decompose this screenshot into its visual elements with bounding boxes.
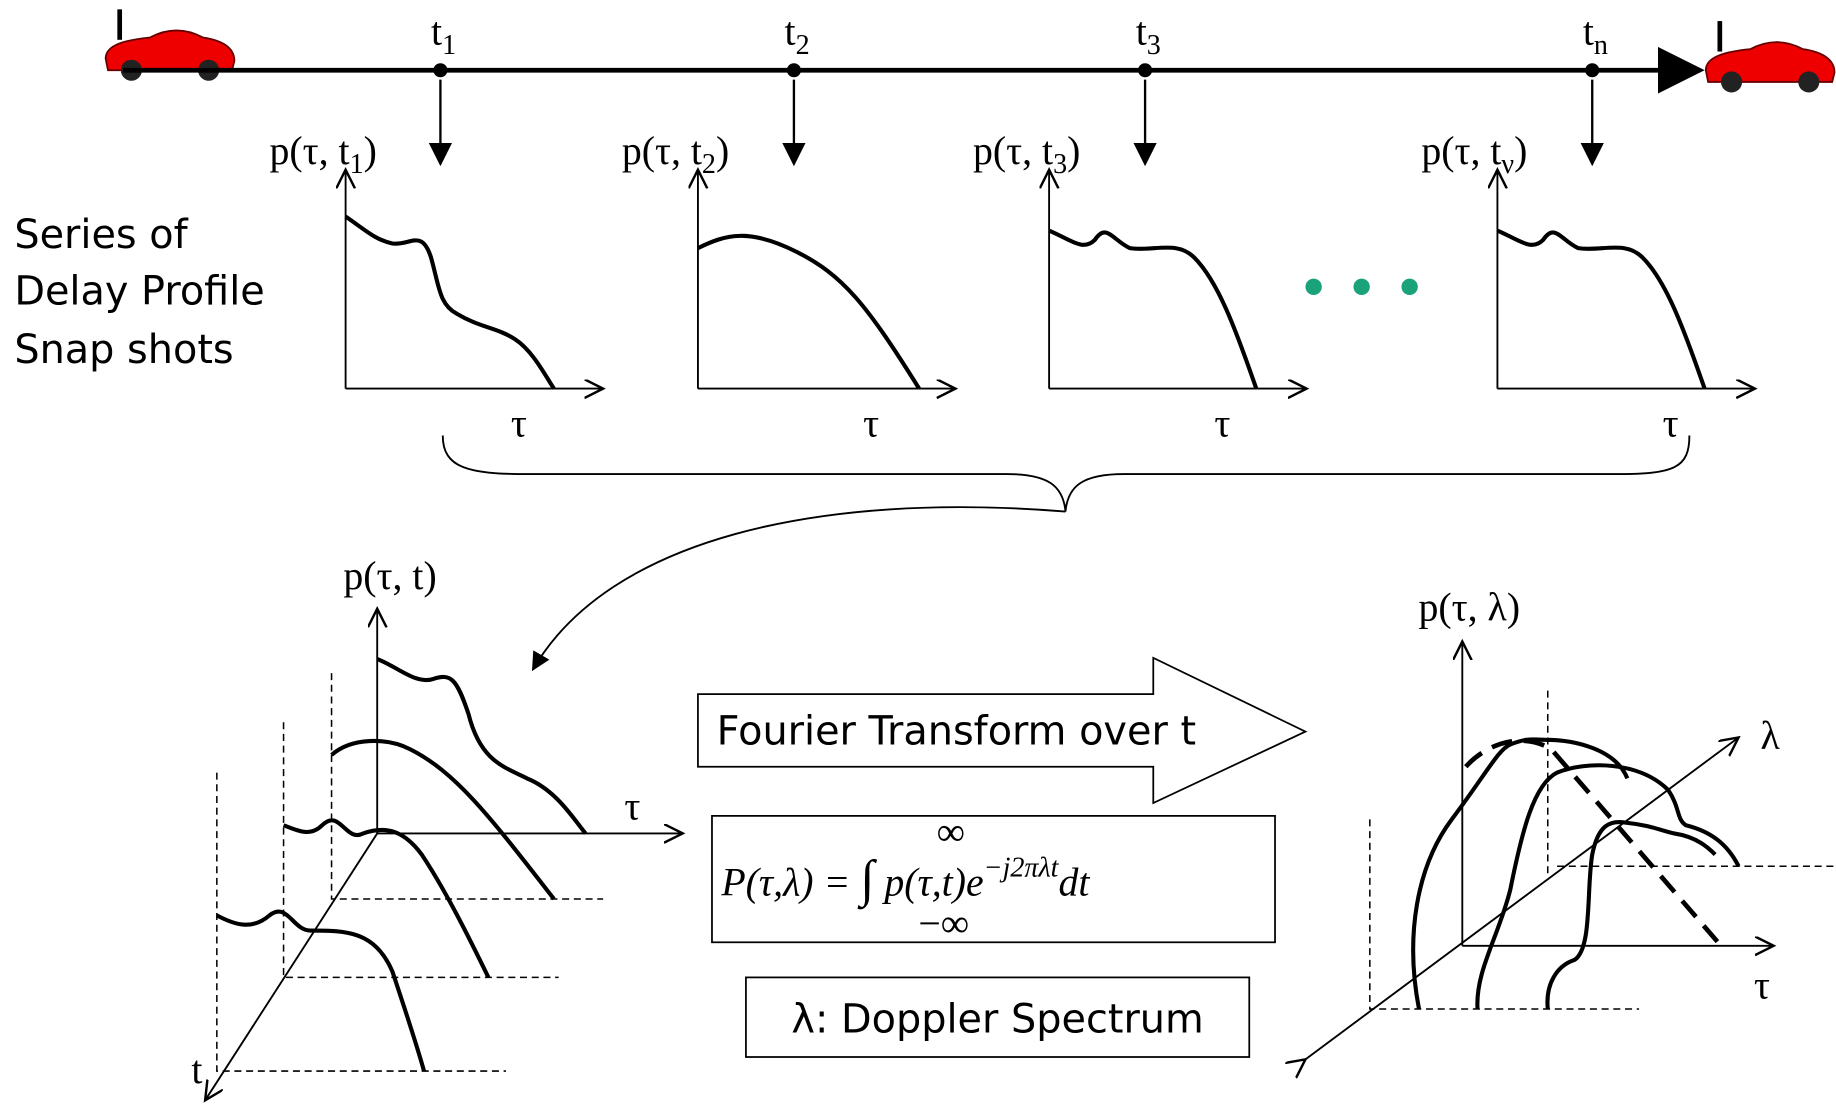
curve xyxy=(1545,819,1717,1010)
note-box xyxy=(745,976,1251,1058)
curve xyxy=(282,818,491,979)
axis-label: τ xyxy=(1754,963,1770,1007)
time-label: tn xyxy=(1583,9,1608,60)
profile-label: p(τ, t1) xyxy=(270,129,377,180)
curved-arrow xyxy=(531,506,1066,672)
axis-label: τ xyxy=(1214,402,1230,446)
axis-label: t xyxy=(191,1048,202,1092)
axis xyxy=(205,832,378,1100)
time-sub: 3 xyxy=(1147,30,1161,61)
time-base: t xyxy=(1136,9,1147,53)
fourier-arrow: Fourier Transform over t xyxy=(697,656,1308,805)
curve xyxy=(1496,228,1707,390)
integral: ∫ xyxy=(857,850,877,909)
guide xyxy=(1369,690,1836,1010)
profile-label: p(τ, t2) xyxy=(622,129,729,180)
curve xyxy=(330,739,556,901)
label-text: p(τ, t xyxy=(622,129,702,173)
axis-label: λ xyxy=(1761,714,1781,758)
time-point xyxy=(433,63,448,78)
time-base: t xyxy=(431,9,442,53)
time-label: t3 xyxy=(1136,9,1161,60)
tail: dt xyxy=(1058,860,1090,904)
axis-label: τ xyxy=(624,784,640,828)
guide xyxy=(216,673,604,1072)
time-sub: 2 xyxy=(796,30,810,61)
formula-box xyxy=(711,814,1276,944)
lhs: P(τ,λ) = xyxy=(720,860,850,904)
axis-label: p(τ, λ) xyxy=(1419,585,1521,629)
label-close: ) xyxy=(1514,129,1527,173)
time-label: t1 xyxy=(431,9,456,60)
spectrum-plot: p(τ, λ) τ λ xyxy=(1305,585,1836,1059)
axis xyxy=(1305,737,1738,1059)
profile: p(τ, tν) τ xyxy=(1421,129,1755,446)
time-sub: 1 xyxy=(442,30,456,61)
dot xyxy=(1353,278,1370,295)
profiles: p(τ, t1)τp(τ, t2)τp(τ, t3)τp(τ, tν)τ xyxy=(270,129,1755,446)
brace xyxy=(441,435,1691,512)
curve xyxy=(376,657,588,835)
label-close: ) xyxy=(1067,129,1080,173)
curve xyxy=(697,233,921,390)
axis-label: p(τ, t) xyxy=(343,554,436,598)
time-point xyxy=(1585,63,1600,78)
upper-limit: ∞ xyxy=(937,810,965,854)
curve xyxy=(344,214,556,390)
formula: P(τ,λ) = ∫ p(τ,t)e−j2πλtdt ∞ −∞ xyxy=(711,810,1276,945)
axis-label: τ xyxy=(863,402,879,446)
car-left xyxy=(104,9,236,81)
label-text: p(τ, t xyxy=(270,129,350,173)
label-sub: 1 xyxy=(350,149,364,180)
dot xyxy=(1401,278,1418,295)
curve xyxy=(1048,228,1259,390)
time-label: t2 xyxy=(785,9,810,60)
label-text: p(τ, t xyxy=(973,129,1053,173)
axis-label: τ xyxy=(511,402,527,446)
time-base: t xyxy=(1583,9,1594,53)
time-point xyxy=(1138,63,1153,78)
label-close: ) xyxy=(716,129,729,173)
block-arrow xyxy=(697,656,1308,805)
note: λ: Doppler Spectrum xyxy=(791,996,1203,1042)
time-point xyxy=(786,63,801,78)
time-marks: t1 t2 t3 tn xyxy=(428,9,1608,167)
arrow-text: Fourier Transform over t xyxy=(717,708,1196,754)
caption-line: Series of xyxy=(14,212,188,258)
exponent: −j2πλt xyxy=(984,853,1060,884)
curve xyxy=(215,909,427,1072)
lower-limit: −∞ xyxy=(918,901,969,945)
caption-line: Snap shots xyxy=(14,327,233,373)
label-close: ) xyxy=(364,129,377,173)
profile: p(τ, t3) τ xyxy=(973,129,1307,446)
formula-text: P(τ,λ) = ∫ p(τ,t)e−j2πλtdt xyxy=(720,850,1090,909)
ellipsis xyxy=(1305,278,1418,295)
label-sub: 2 xyxy=(702,149,716,180)
profile: p(τ, t1) τ xyxy=(270,129,604,446)
time-sub: n xyxy=(1594,30,1608,61)
stack-plot: p(τ, t) τ t xyxy=(191,554,682,1101)
caption-line: Delay Profile xyxy=(14,268,264,314)
dot xyxy=(1305,278,1322,295)
time-base: t xyxy=(785,9,796,53)
profile-label: p(τ, t3) xyxy=(973,129,1080,180)
car-right xyxy=(1704,21,1836,93)
label-text: p(τ, t xyxy=(1421,129,1501,173)
integrand: p(τ,t)e xyxy=(881,860,983,904)
curve xyxy=(1475,763,1741,1010)
axis-label: τ xyxy=(1663,402,1679,446)
label-sub: 3 xyxy=(1053,149,1067,180)
envelope xyxy=(1464,738,1723,948)
cars xyxy=(104,9,1836,93)
curve xyxy=(1411,737,1630,1010)
label-sub: ν xyxy=(1501,149,1514,180)
profile-label: p(τ, tν) xyxy=(1421,129,1527,180)
profile: p(τ, t2) τ xyxy=(622,129,956,446)
